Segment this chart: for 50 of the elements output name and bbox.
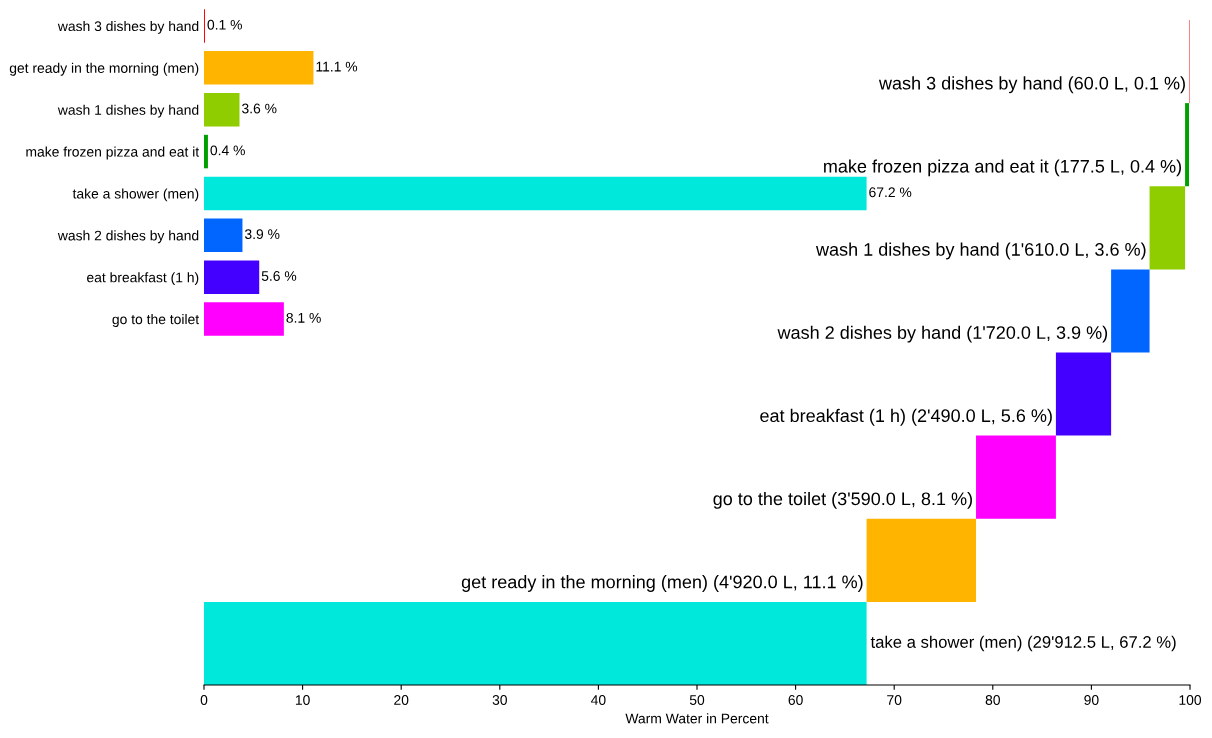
x-tick-label: 90 [1084,695,1099,705]
bar [204,260,260,294]
y-tick-label: make frozen pizza and eat it [26,146,200,160]
y-tick-label: eat breakfast (1 h) [87,272,199,286]
data-label: 11.1 % [316,61,358,72]
bar [1185,103,1190,187]
y-tick-label: wash 1 dishes by hand [57,104,199,118]
category-label: wash 2 dishes by hand (1'720.0 L, 3.9 %) [777,325,1108,343]
bar [976,435,1056,519]
data-label: 3.6 % [242,103,277,114]
y-tick-label: get ready in the morning (men) [9,62,199,76]
x-axis-title: Warm Water in Percent [625,713,769,724]
x-tick-label: 80 [985,695,1000,705]
bar [204,218,243,253]
x-tick-label: 30 [492,695,507,705]
x-tick-label: 60 [788,695,803,705]
bar [1055,352,1112,436]
y-tick-label: go to the toilet [112,314,200,327]
x-tick-label: 0 [200,695,208,705]
bar [204,601,867,685]
y-tick-label: wash 2 dishes by hand [57,230,199,244]
data-label: 67.2 % [869,187,912,198]
category-label: wash 3 dishes by hand (60.0 L, 0.1 %) [878,76,1185,94]
x-tick-label: 100 [1179,695,1202,705]
x-tick-label: 10 [295,695,310,705]
data-label: 0.1 % [207,19,242,30]
category-label: make frozen pizza and eat it (177.5 L, 0.4 %) [824,159,1182,177]
bar [204,302,284,336]
data-label: 5.6 % [261,271,297,281]
category-label: eat breakfast (1 h) (2'490.0 L, 5.6 %) [760,408,1052,426]
bar [1111,269,1150,353]
bar [1149,186,1186,270]
category-label: take a shower (men) (29'912.5 L, 67.2 %) [870,635,1176,652]
category-label: get ready in the morning (men) (4'920.0 L, 11.1 %) [461,575,863,592]
y-tick-label: take a shower (men) [72,188,199,202]
data-label: 3.9 % [244,229,280,240]
data-label: 8.1 % [286,312,321,323]
category-label: go to the toilet (3'590.0 L, 8.1 %) [713,491,972,509]
y-tick-label: wash 3 dishes by hand [57,20,199,34]
category-label: wash 1 dishes by hand (1'610.0 L, 3.6 %) [815,242,1146,260]
x-tick-label: 70 [887,695,902,705]
bar [204,51,314,85]
bar [204,134,208,169]
bar [204,92,240,127]
data-label: 0.4 % [210,145,245,156]
bar [204,176,867,211]
x-tick-label: 50 [689,695,705,705]
x-tick-label: 40 [591,695,606,705]
bar [866,518,977,602]
x-tick-label: 20 [394,695,409,705]
